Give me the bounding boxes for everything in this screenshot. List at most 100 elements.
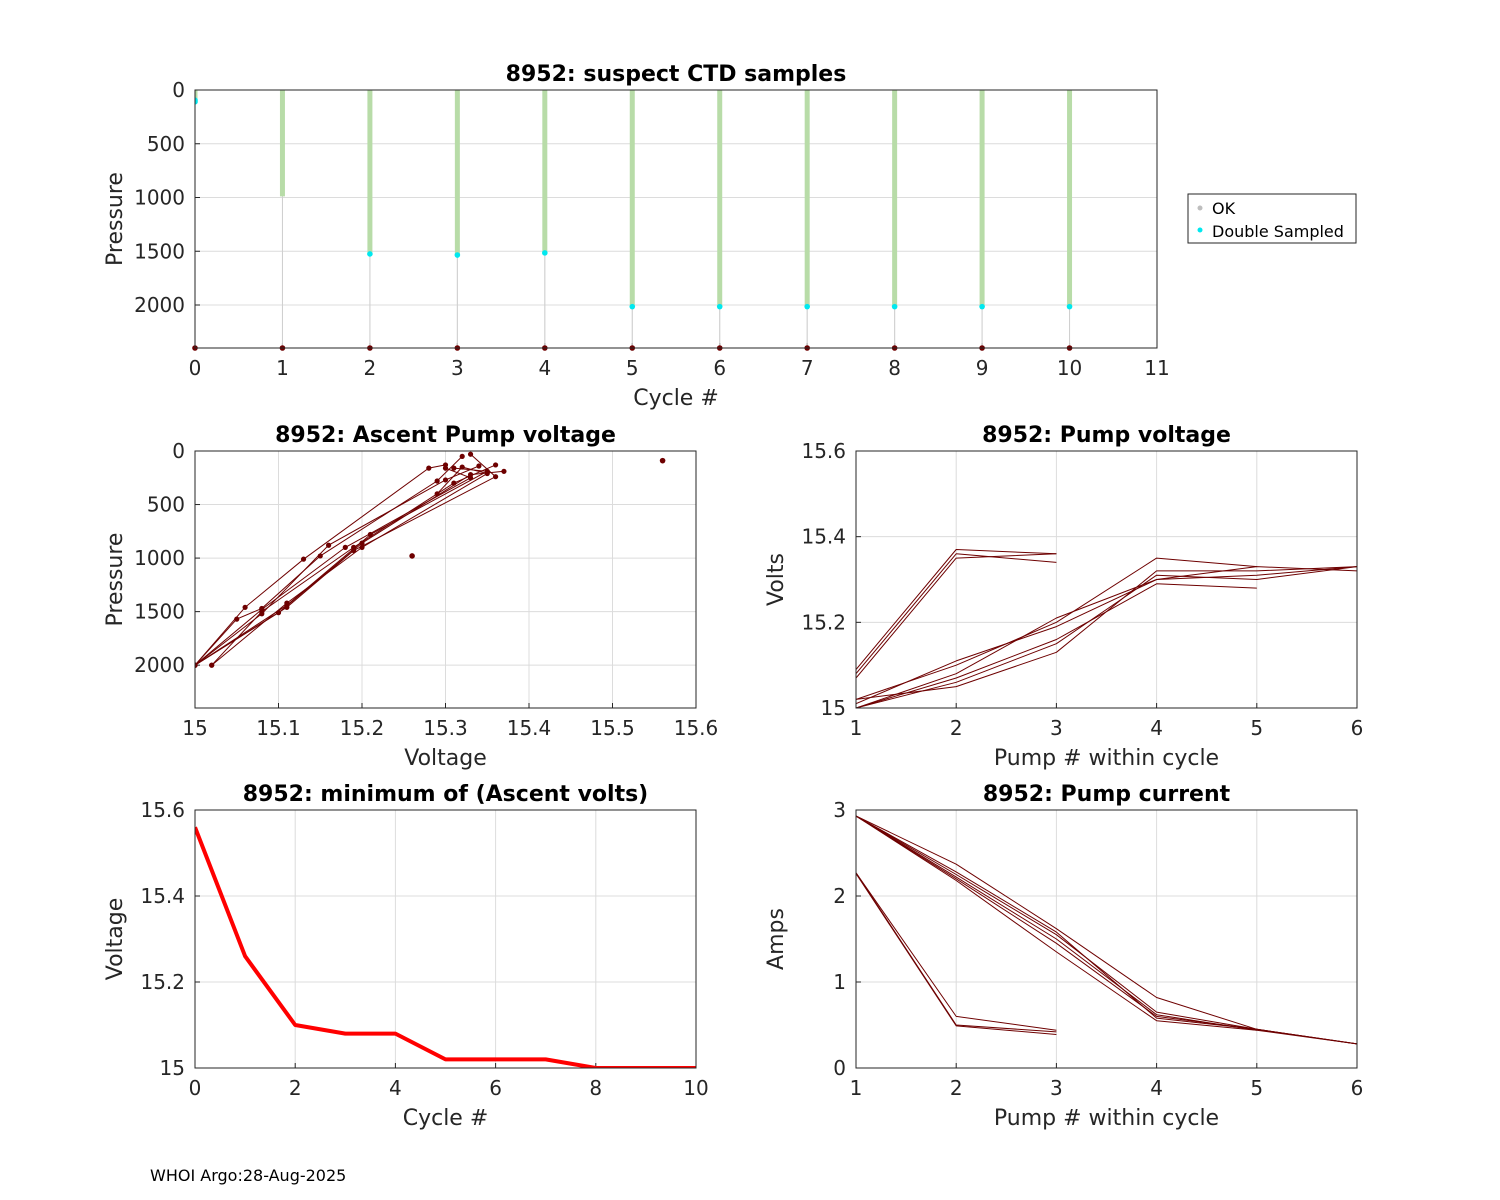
series-line (856, 553, 1057, 675)
x-tick-label: 6 (713, 356, 726, 380)
chart-title: 8952: Pump voltage (982, 423, 1231, 448)
ascent-point (426, 465, 432, 471)
x-tick-label: 15.2 (340, 716, 385, 740)
y-tick-label: 1500 (134, 600, 185, 624)
x-tick-label: 3 (1050, 716, 1063, 740)
x-axis-label: Pump # within cycle (994, 1106, 1219, 1131)
x-tick-label: 2 (950, 1076, 963, 1100)
y-tick-label: 500 (147, 132, 185, 156)
y-tick-label: 2 (833, 884, 846, 908)
x-tick-label: 15.6 (674, 716, 719, 740)
x-tick-label: 4 (1150, 1076, 1163, 1100)
y-tick-label: 1000 (134, 186, 185, 210)
y-tick-label: 15.6 (140, 798, 185, 822)
plot-area (195, 826, 696, 1068)
chart-ascent-pump-voltage: 15 15.1 15.2 15.3 15.4 15.5 15.6 0 500 1000 1500 20… (103, 423, 718, 771)
x-tick-label: 11 (1144, 356, 1169, 380)
x-tick-label: 3 (1050, 1076, 1063, 1100)
x-tick-label: 5 (1250, 716, 1263, 740)
series-line (856, 566, 1357, 708)
y-tick-label: 0 (172, 78, 185, 102)
x-axis-label: Pump # within cycle (994, 746, 1219, 771)
ascent-point (493, 462, 499, 468)
ascent-point (451, 465, 457, 471)
series-line (856, 815, 1257, 1030)
y-axis-label: Voltage (103, 898, 128, 981)
double-sampled-point (1066, 303, 1073, 310)
x-tick-label: 6 (489, 1076, 502, 1100)
y-tick-label: 1500 (134, 239, 185, 263)
x-tick-label: 0 (189, 356, 202, 380)
chart-title: 8952: suspect CTD samples (506, 62, 847, 87)
double-sampled-point (195, 99, 198, 105)
ascent-point (493, 474, 499, 480)
ascent-point (195, 662, 198, 668)
legend-ok-label: OK (1212, 199, 1236, 218)
plot-area (856, 549, 1357, 708)
ascent-point (442, 477, 449, 483)
y-tick-label: 3 (833, 798, 846, 822)
y-tick-label: 15.2 (801, 610, 846, 634)
ascent-point (326, 542, 332, 548)
ascent-point (459, 464, 465, 470)
x-tick-label: 2 (289, 1076, 302, 1100)
series-line (856, 557, 1257, 700)
x-tick-label: 1 (276, 356, 289, 380)
legend-double-label: Double Sampled (1212, 222, 1344, 241)
ascent-point (359, 544, 365, 550)
y-tick-label: 15.6 (801, 439, 846, 463)
x-tick-label: 1 (850, 1076, 863, 1100)
double-sampled-point (979, 303, 985, 310)
x-tick-label: 2 (364, 356, 377, 380)
x-axis-label: Voltage (404, 746, 487, 771)
series-line (856, 815, 1357, 1045)
y-tick-label: 15.4 (801, 525, 846, 549)
x-tick-label: 8 (888, 356, 901, 380)
series-line (195, 826, 696, 1068)
y-tick-label: 2000 (134, 653, 185, 677)
x-tick-label: 4 (1150, 716, 1163, 740)
ascent-point (209, 662, 215, 668)
ascent-point (284, 600, 290, 606)
legend-box (1187, 193, 1357, 244)
x-tick-label: 4 (538, 356, 551, 380)
series-line (856, 815, 1257, 1031)
series-line (856, 815, 1357, 1045)
x-tick-label: 5 (1250, 1076, 1263, 1100)
y-tick-label: 1000 (134, 546, 185, 570)
x-tick-label: 1 (850, 716, 863, 740)
plot-frame (855, 809, 1358, 1069)
plot-frame (855, 450, 1358, 709)
x-tick-label: 10 (1057, 356, 1082, 380)
chart-title: 8952: minimum of (Ascent volts) (243, 782, 649, 807)
ascent-point (459, 453, 465, 459)
ascent-point (501, 468, 507, 474)
chart-pump-voltage: 1 2 3 4 5 6 15 15.2 15.4 15.6 8952: Pump voltage Pu… (764, 423, 1363, 771)
y-tick-label: 15.4 (140, 884, 185, 908)
isolated-point (409, 553, 415, 559)
plot-area (195, 451, 666, 668)
series-line (856, 566, 1357, 708)
x-tick-label: 0 (189, 1076, 202, 1100)
ascent-point (300, 556, 307, 562)
double-sampled-point (804, 303, 810, 310)
plot-area (856, 815, 1357, 1045)
x-tick-label: 2 (950, 716, 963, 740)
plot-frame (194, 89, 1158, 349)
chart-minimum-ascent-volts: 0 2 4 6 8 10 15 15.2 15.4 15.6 8952: minimum of (A… (103, 782, 709, 1131)
y-axis-label: Pressure (103, 172, 128, 266)
isolated-point (659, 457, 666, 464)
y-axis-label: Amps (764, 908, 789, 970)
x-tick-label: 8 (589, 1076, 602, 1100)
plot-frame (194, 809, 697, 1069)
footer-text: WHOI Argo:28-Aug-2025 (150, 1166, 347, 1185)
series-line (856, 566, 1357, 705)
ascent-point (342, 544, 348, 550)
double-sampled-point (891, 303, 898, 310)
x-axis-label: Cycle # (633, 386, 719, 411)
chart-title: 8952: Pump current (983, 782, 1231, 807)
series-line (856, 873, 1057, 1035)
